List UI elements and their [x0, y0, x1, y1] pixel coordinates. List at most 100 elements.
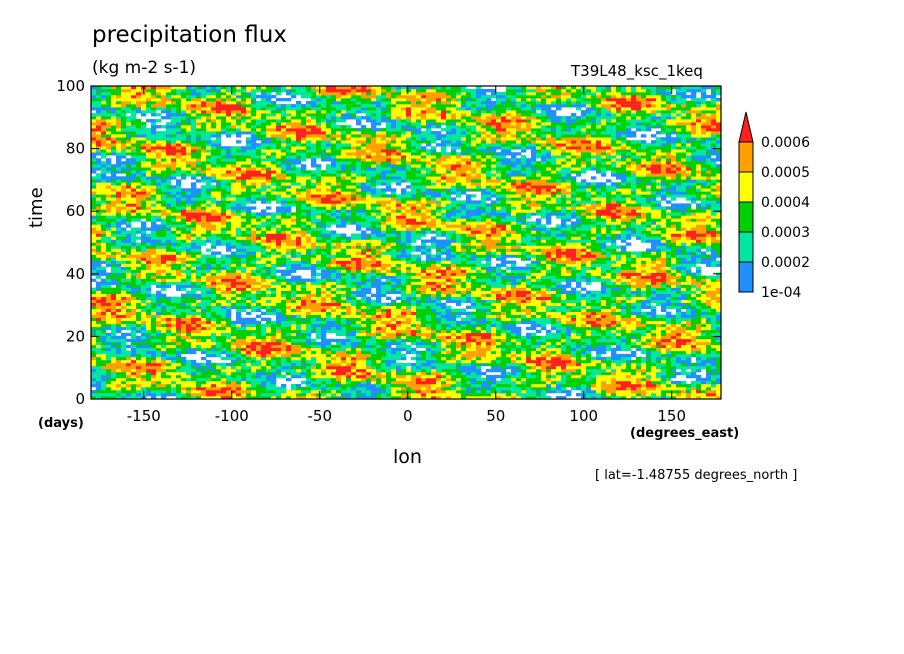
field-cell	[636, 347, 642, 352]
field-cell	[586, 290, 592, 294]
field-cell	[551, 296, 557, 300]
field-cell	[291, 278, 297, 282]
field-cell	[456, 323, 462, 328]
field-cell	[121, 374, 127, 379]
field-cell	[441, 281, 447, 285]
field-cell	[211, 387, 217, 391]
field-cell	[571, 341, 577, 346]
field-cell	[566, 335, 572, 340]
field-cell	[121, 371, 127, 376]
field-cell	[316, 296, 322, 300]
field-cell	[626, 365, 632, 370]
field-cell	[596, 387, 602, 391]
field-cell	[411, 323, 417, 328]
field-cell	[656, 338, 662, 343]
field-cell	[716, 365, 722, 370]
field-cell	[711, 387, 717, 391]
field-cell	[126, 317, 132, 321]
field-cell	[206, 323, 212, 328]
field-cell	[321, 359, 327, 364]
field-cell	[206, 390, 212, 394]
field-cell	[336, 305, 342, 309]
field-cell	[136, 396, 142, 400]
field-cell	[316, 359, 322, 364]
field-cell	[216, 314, 222, 318]
field-cell	[606, 293, 612, 297]
field-cell	[276, 335, 282, 340]
field-cell	[651, 387, 657, 391]
field-cell	[566, 338, 572, 343]
field-cell	[596, 390, 602, 394]
field-cell	[631, 284, 637, 288]
field-cell	[286, 311, 292, 315]
field-cell	[546, 287, 552, 291]
field-cell	[481, 320, 487, 325]
field-cell	[211, 362, 217, 367]
field-cell	[571, 365, 577, 370]
field-cell	[716, 326, 722, 331]
field-cell	[621, 377, 627, 382]
field-cell	[101, 272, 107, 276]
field-cell	[121, 314, 127, 318]
field-cell	[131, 287, 137, 291]
field-cell	[186, 347, 192, 352]
field-cell	[716, 284, 722, 288]
field-cell	[711, 380, 717, 385]
field-cell	[596, 371, 602, 376]
field-cell	[646, 293, 652, 297]
field-cell	[346, 305, 352, 309]
field-cell	[686, 350, 692, 355]
field-cell	[131, 311, 137, 315]
field-cell	[551, 362, 557, 367]
field-cell	[361, 308, 367, 312]
field-cell	[141, 365, 147, 370]
field-cell	[161, 353, 167, 358]
field-cell	[676, 371, 682, 376]
field-cell	[311, 356, 317, 361]
field-cell	[356, 275, 362, 279]
field-cell	[506, 374, 512, 379]
field-cell	[396, 311, 402, 315]
field-cell	[186, 374, 192, 379]
field-cell	[416, 305, 422, 309]
field-cell	[311, 275, 317, 279]
field-cell	[626, 326, 632, 331]
field-cell	[591, 275, 597, 279]
field-cell	[121, 393, 127, 397]
field-cell	[346, 302, 352, 306]
field-cell	[301, 290, 307, 294]
field-cell	[636, 384, 642, 388]
field-cell	[216, 332, 222, 337]
field-cell	[286, 359, 292, 364]
field-cell	[471, 323, 477, 328]
field-cell	[101, 296, 107, 300]
field-cell	[601, 359, 607, 364]
field-cell	[591, 377, 597, 382]
field-cell	[606, 305, 612, 309]
field-cell	[251, 350, 257, 355]
field-cell	[196, 365, 202, 370]
field-cell	[496, 296, 502, 300]
field-cell	[696, 374, 702, 379]
field-cell	[431, 320, 437, 325]
field-cell	[426, 323, 432, 328]
field-cell	[141, 368, 147, 373]
field-cell	[681, 387, 687, 391]
field-cell	[156, 335, 162, 340]
field-cell	[431, 299, 437, 303]
field-cell	[451, 387, 457, 391]
field-cell	[376, 335, 382, 340]
field-cell	[646, 341, 652, 346]
field-cell	[656, 374, 662, 379]
field-cell	[601, 335, 607, 340]
field-cell	[476, 305, 482, 309]
field-cell	[446, 387, 452, 391]
field-cell	[446, 329, 452, 334]
field-cell	[236, 341, 242, 346]
field-cell	[576, 384, 582, 388]
field-cell	[536, 384, 542, 388]
field-cell	[321, 290, 327, 294]
field-cell	[491, 341, 497, 346]
field-cell	[106, 356, 112, 361]
field-cell	[291, 356, 297, 361]
